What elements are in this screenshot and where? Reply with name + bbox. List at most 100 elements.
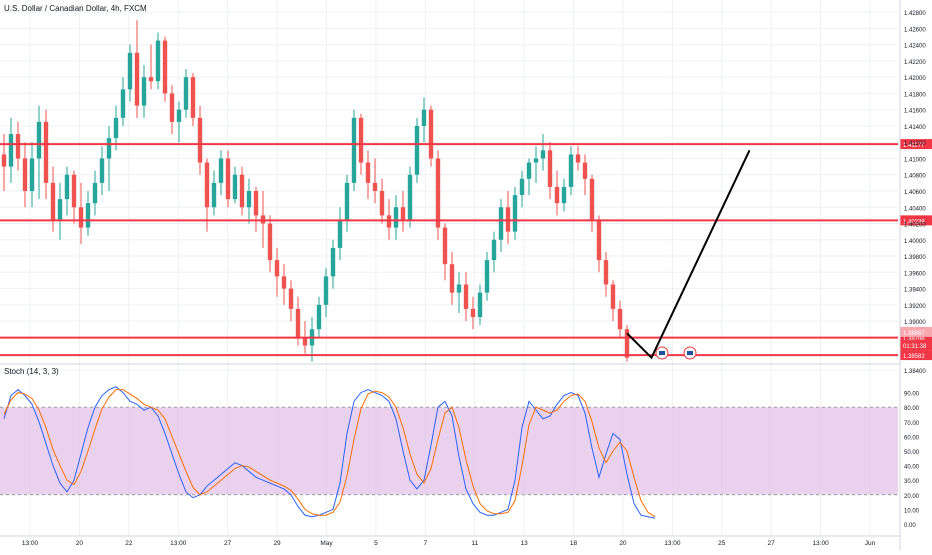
time-tick-label: 13: [521, 540, 529, 547]
candle-body: [540, 150, 546, 159]
candle-body: [617, 308, 623, 330]
candle-body: [127, 52, 133, 90]
candle-body: [456, 284, 462, 293]
candle-body: [253, 191, 259, 216]
candle-body: [120, 89, 126, 118]
stoch-tick-label: 60.00: [904, 435, 920, 441]
price-tag-bg: [900, 326, 932, 337]
candle-body: [316, 304, 322, 330]
stoch-line-d: [3, 389, 656, 518]
candle-body: [302, 337, 308, 346]
price-tick-label: 1.41200: [904, 141, 926, 147]
candle-body: [295, 308, 301, 338]
time-tick-label: 25: [718, 540, 726, 547]
price-tick-label: 1.40400: [904, 206, 926, 212]
candle-body: [50, 182, 56, 220]
candle-body: [162, 40, 168, 94]
projection-layer: [626, 149, 751, 360]
price-tick-label: 1.41000: [904, 157, 926, 163]
stoch-tick-label: 0.00: [904, 523, 916, 529]
candle-body: [36, 121, 42, 159]
candle-body: [582, 162, 588, 179]
time-tick-label: 20: [619, 540, 627, 547]
stoch-line-k: [3, 386, 656, 519]
candle-body: [197, 117, 203, 163]
candle-body: [470, 308, 476, 318]
price-tag-bg: [900, 340, 932, 351]
candle-body: [435, 158, 441, 228]
price-tick-label: 1.42200: [904, 60, 926, 66]
candle-body: [519, 178, 525, 196]
time-tick-label: 13:00: [170, 540, 187, 547]
candle-body: [498, 207, 504, 240]
price-tick-label: 1.39400: [904, 288, 926, 294]
level-tag-bg: [900, 215, 932, 226]
price-tag-label: 01:31:38: [903, 344, 927, 350]
candle-body: [533, 158, 539, 163]
projection-line: [626, 149, 751, 360]
candle-body: [344, 182, 350, 220]
candle-body: [106, 138, 112, 159]
candle-body: [239, 174, 245, 208]
candle-body: [71, 174, 77, 208]
stoch-tick-label: 30.00: [904, 479, 920, 485]
candle-body: [211, 182, 217, 208]
candle-body: [85, 203, 91, 228]
candle-body: [15, 134, 21, 159]
candle-body: [610, 284, 616, 309]
price-tag-label: 1.38867: [903, 331, 925, 337]
level-tag-bg: [900, 350, 932, 361]
time-tick-label: 29: [273, 540, 281, 547]
time-tick-label: 13:00: [812, 540, 829, 547]
candle-body: [78, 207, 84, 228]
price-tick-label: 1.42600: [904, 27, 926, 33]
stoch-title: Stoch (14, 3, 3): [4, 367, 59, 376]
candle-body: [232, 174, 238, 200]
level-tag-label: 1.41177: [903, 143, 925, 149]
candle-body: [134, 52, 140, 106]
level-tag-label: 1.38582: [903, 354, 925, 360]
candle-body: [365, 162, 371, 183]
candle-body: [400, 207, 406, 220]
time-tick-label: 13:00: [664, 540, 681, 547]
price-tick-label: 1.39600: [904, 271, 926, 277]
price-tick-label: 1.40200: [904, 223, 926, 229]
candle-body: [575, 154, 581, 163]
candle-body: [141, 77, 147, 106]
time-tick-label: 22: [125, 540, 133, 547]
stoch-tick-label: 10.00: [904, 508, 920, 514]
time-tick-label: 5: [374, 540, 378, 547]
chart-title: U.S. Dollar / Canadian Dollar, 4h, FXCM: [4, 4, 147, 13]
stoch-overbought-band: [0, 407, 898, 495]
candle-body: [624, 329, 630, 358]
candle-body: [477, 292, 483, 318]
candle-body: [330, 247, 336, 277]
candle-layer: [1, 20, 630, 362]
level-layer: 1.41177 1.40239 1.38796 1.38582 1.38867 01:31…: [0, 139, 932, 361]
candle-body: [428, 109, 434, 159]
flag-icon: [659, 351, 665, 355]
level-tag-label: 1.38796: [903, 337, 925, 343]
candle-body: [57, 199, 63, 220]
candle-body: [155, 40, 161, 82]
price-tick-label: 1.40000: [904, 239, 926, 245]
price-tick-label: 1.41800: [904, 92, 926, 98]
candle-body: [225, 158, 231, 200]
stoch-tick-label: 40.00: [904, 465, 920, 471]
candle-body: [442, 227, 448, 265]
stoch-tick-label: 80.00: [904, 406, 920, 412]
candle-body: [512, 195, 518, 232]
candle-body: [351, 117, 357, 183]
candle-body: [407, 174, 413, 220]
candle-body: [92, 182, 98, 204]
candle-body: [337, 219, 343, 248]
candle-body: [281, 276, 287, 289]
candle-body: [379, 191, 385, 216]
time-tick-label: 7: [423, 540, 427, 547]
time-tick-label: 20: [76, 540, 84, 547]
candle-body: [183, 77, 189, 110]
candle-body: [99, 158, 105, 183]
candle-body: [323, 276, 329, 305]
